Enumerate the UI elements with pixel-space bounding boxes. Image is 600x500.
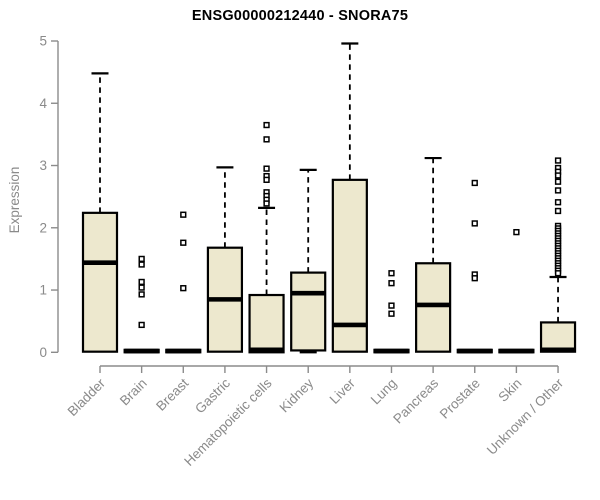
- y-tick-label-5: 5: [39, 34, 47, 49]
- outlier-point-lung: [388, 302, 395, 309]
- outlier-point-brain: [138, 255, 145, 263]
- outlier-point-lung: [388, 270, 395, 277]
- outlier-point-skin: [513, 228, 520, 236]
- outlier-point-unknown-other: [554, 178, 562, 185]
- outlier-point-lung: [388, 310, 395, 317]
- outlier-point-breast: [180, 211, 187, 218]
- outlier-point-unknown-other: [554, 270, 562, 277]
- x-tick-label-prostate: Prostate: [437, 376, 483, 422]
- box-pancreas: [415, 262, 452, 353]
- outlier-point-hematopoietic-cells: [263, 136, 270, 143]
- outlier-point-unknown-other: [554, 207, 562, 215]
- outlier-point-brain: [138, 278, 145, 286]
- y-tick-label-1: 1: [39, 283, 47, 298]
- x-tick-label-pancreas: Pancreas: [390, 375, 441, 426]
- x-tick-label-skin: Skin: [495, 376, 524, 405]
- outlier-point-unknown-other: [554, 199, 562, 206]
- box-hematopoietic-cells: [248, 293, 285, 354]
- x-tick-label-kidney: Kidney: [277, 375, 317, 415]
- box-bladder: [81, 211, 119, 353]
- outlier-point-brain: [138, 261, 145, 268]
- x-tick-label-brain: Brain: [117, 376, 150, 409]
- outlier-point-breast: [180, 239, 187, 246]
- box-unknown-other: [539, 321, 577, 353]
- y-tick-label-2: 2: [39, 220, 47, 235]
- outlier-point-hematopoietic-cells: [263, 165, 270, 172]
- box-kidney: [290, 271, 327, 352]
- y-tick-label-3: 3: [39, 158, 47, 173]
- x-tick-label-gastric: Gastric: [192, 375, 233, 416]
- outlier-point-prostate: [471, 220, 478, 227]
- outlier-point-lung: [388, 280, 395, 287]
- x-tick-label-unknown-other: Unknown / Other: [484, 375, 567, 458]
- x-tick-label-breast: Breast: [153, 375, 191, 413]
- outlier-point-brain: [138, 291, 145, 298]
- x-tick-label-liver: Liver: [327, 375, 359, 407]
- outlier-point-brain: [138, 321, 145, 329]
- x-tick-label-lung: Lung: [368, 376, 400, 408]
- outlier-point-breast: [180, 285, 187, 292]
- outlier-point-prostate: [471, 179, 478, 187]
- chart-title: ENSG00000212440 - SNORA75: [191, 8, 409, 24]
- outlier-point-brain: [138, 284, 145, 291]
- outlier-point-hematopoietic-cells: [263, 121, 270, 129]
- x-tick-label-bladder: Bladder: [65, 375, 109, 419]
- outlier-point-prostate: [471, 275, 478, 282]
- outlier-point-unknown-other: [554, 187, 562, 194]
- y-tick-label-4: 4: [39, 96, 47, 111]
- outlier-point-unknown-other: [554, 172, 562, 179]
- outlier-point-unknown-other: [554, 157, 562, 164]
- outlier-point-hematopoietic-cells: [263, 200, 270, 207]
- outlier-point-hematopoietic-cells: [263, 176, 270, 183]
- y-tick-label-0: 0: [39, 345, 47, 360]
